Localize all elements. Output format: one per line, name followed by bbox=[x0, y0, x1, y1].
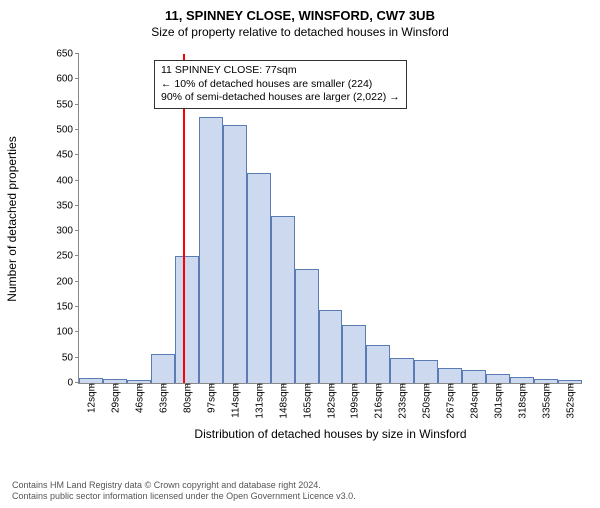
x-tick-label: 114sqm bbox=[228, 383, 241, 418]
histogram-bar bbox=[223, 125, 247, 383]
y-tick-mark bbox=[75, 53, 79, 54]
x-tick-label: 267sqm bbox=[444, 383, 457, 419]
x-tick-label: 165sqm bbox=[300, 383, 313, 419]
page-subtitle: Size of property relative to detached ho… bbox=[0, 25, 600, 39]
x-tick-label: 335sqm bbox=[540, 383, 553, 419]
x-tick-label: 97sqm bbox=[204, 383, 217, 413]
y-tick-label: 50 bbox=[62, 352, 79, 363]
y-tick-mark bbox=[75, 255, 79, 256]
x-tick-label: 301sqm bbox=[492, 383, 505, 419]
footer-line: Contains HM Land Registry data © Crown c… bbox=[12, 480, 356, 491]
x-tick-label: 12sqm bbox=[84, 383, 97, 413]
histogram-bar bbox=[366, 345, 390, 383]
x-tick-label: 284sqm bbox=[468, 383, 481, 419]
histogram-bar bbox=[462, 370, 486, 383]
page-title: 11, SPINNEY CLOSE, WINSFORD, CW7 3UB bbox=[0, 8, 600, 23]
x-tick-label: 352sqm bbox=[564, 383, 577, 419]
y-tick-label: 400 bbox=[56, 175, 79, 186]
x-tick-label: 182sqm bbox=[324, 383, 337, 419]
x-tick-label: 80sqm bbox=[180, 383, 193, 413]
y-tick-label: 200 bbox=[56, 276, 79, 287]
y-tick-mark bbox=[75, 104, 79, 105]
y-tick-mark bbox=[75, 230, 79, 231]
histogram-bar bbox=[175, 256, 199, 383]
histogram-bar bbox=[438, 368, 462, 383]
histogram-bar bbox=[390, 358, 414, 383]
footer-line: Contains public sector information licen… bbox=[12, 491, 356, 502]
annotation-line: 11 SPINNEY CLOSE: 77sqm bbox=[161, 64, 400, 78]
x-tick-label: 233sqm bbox=[396, 383, 409, 419]
y-tick-mark bbox=[75, 357, 79, 358]
y-axis-label: Number of detached properties bbox=[5, 136, 19, 301]
y-tick-label: 300 bbox=[56, 226, 79, 237]
histogram-bar bbox=[342, 325, 366, 383]
histogram-bar bbox=[151, 354, 175, 383]
y-tick-mark bbox=[75, 180, 79, 181]
histogram-bar bbox=[414, 360, 438, 383]
y-tick-label: 550 bbox=[56, 99, 79, 110]
annotation-line: ← 10% of detached houses are smaller (22… bbox=[161, 78, 400, 92]
histogram-bar bbox=[486, 374, 510, 383]
y-tick-label: 100 bbox=[56, 327, 79, 338]
plot-area: Distribution of detached houses by size … bbox=[78, 54, 582, 384]
y-tick-label: 350 bbox=[56, 200, 79, 211]
y-tick-label: 600 bbox=[56, 74, 79, 85]
histogram-bar bbox=[247, 173, 271, 383]
histogram-bar bbox=[271, 216, 295, 383]
y-tick-label: 0 bbox=[67, 378, 79, 389]
x-tick-label: 216sqm bbox=[372, 383, 385, 419]
annotation-line: 90% of semi-detached houses are larger (… bbox=[161, 91, 400, 105]
y-tick-label: 150 bbox=[56, 302, 79, 313]
y-tick-mark bbox=[75, 306, 79, 307]
footer-attribution: Contains HM Land Registry data © Crown c… bbox=[12, 480, 356, 503]
y-tick-label: 500 bbox=[56, 124, 79, 135]
x-tick-label: 318sqm bbox=[516, 383, 529, 419]
x-tick-label: 199sqm bbox=[348, 383, 361, 419]
x-tick-label: 46sqm bbox=[132, 383, 145, 413]
x-tick-label: 250sqm bbox=[420, 383, 433, 419]
x-tick-label: 63sqm bbox=[156, 383, 169, 413]
y-tick-mark bbox=[75, 154, 79, 155]
y-tick-label: 250 bbox=[56, 251, 79, 262]
chart-container: Number of detached properties Distributi… bbox=[42, 54, 582, 414]
histogram-bar bbox=[199, 117, 223, 383]
x-tick-label: 148sqm bbox=[276, 383, 289, 419]
x-axis-label: Distribution of detached houses by size … bbox=[194, 427, 466, 441]
annotation-box: 11 SPINNEY CLOSE: 77sqm← 10% of detached… bbox=[154, 60, 407, 109]
y-tick-label: 650 bbox=[56, 49, 79, 60]
histogram-bar bbox=[319, 310, 343, 383]
y-tick-mark bbox=[75, 281, 79, 282]
y-tick-mark bbox=[75, 331, 79, 332]
x-tick-label: 131sqm bbox=[252, 383, 265, 419]
y-tick-label: 450 bbox=[56, 150, 79, 161]
y-tick-mark bbox=[75, 78, 79, 79]
y-tick-mark bbox=[75, 205, 79, 206]
y-tick-mark bbox=[75, 129, 79, 130]
histogram-bar bbox=[295, 269, 319, 383]
x-tick-label: 29sqm bbox=[108, 383, 121, 413]
